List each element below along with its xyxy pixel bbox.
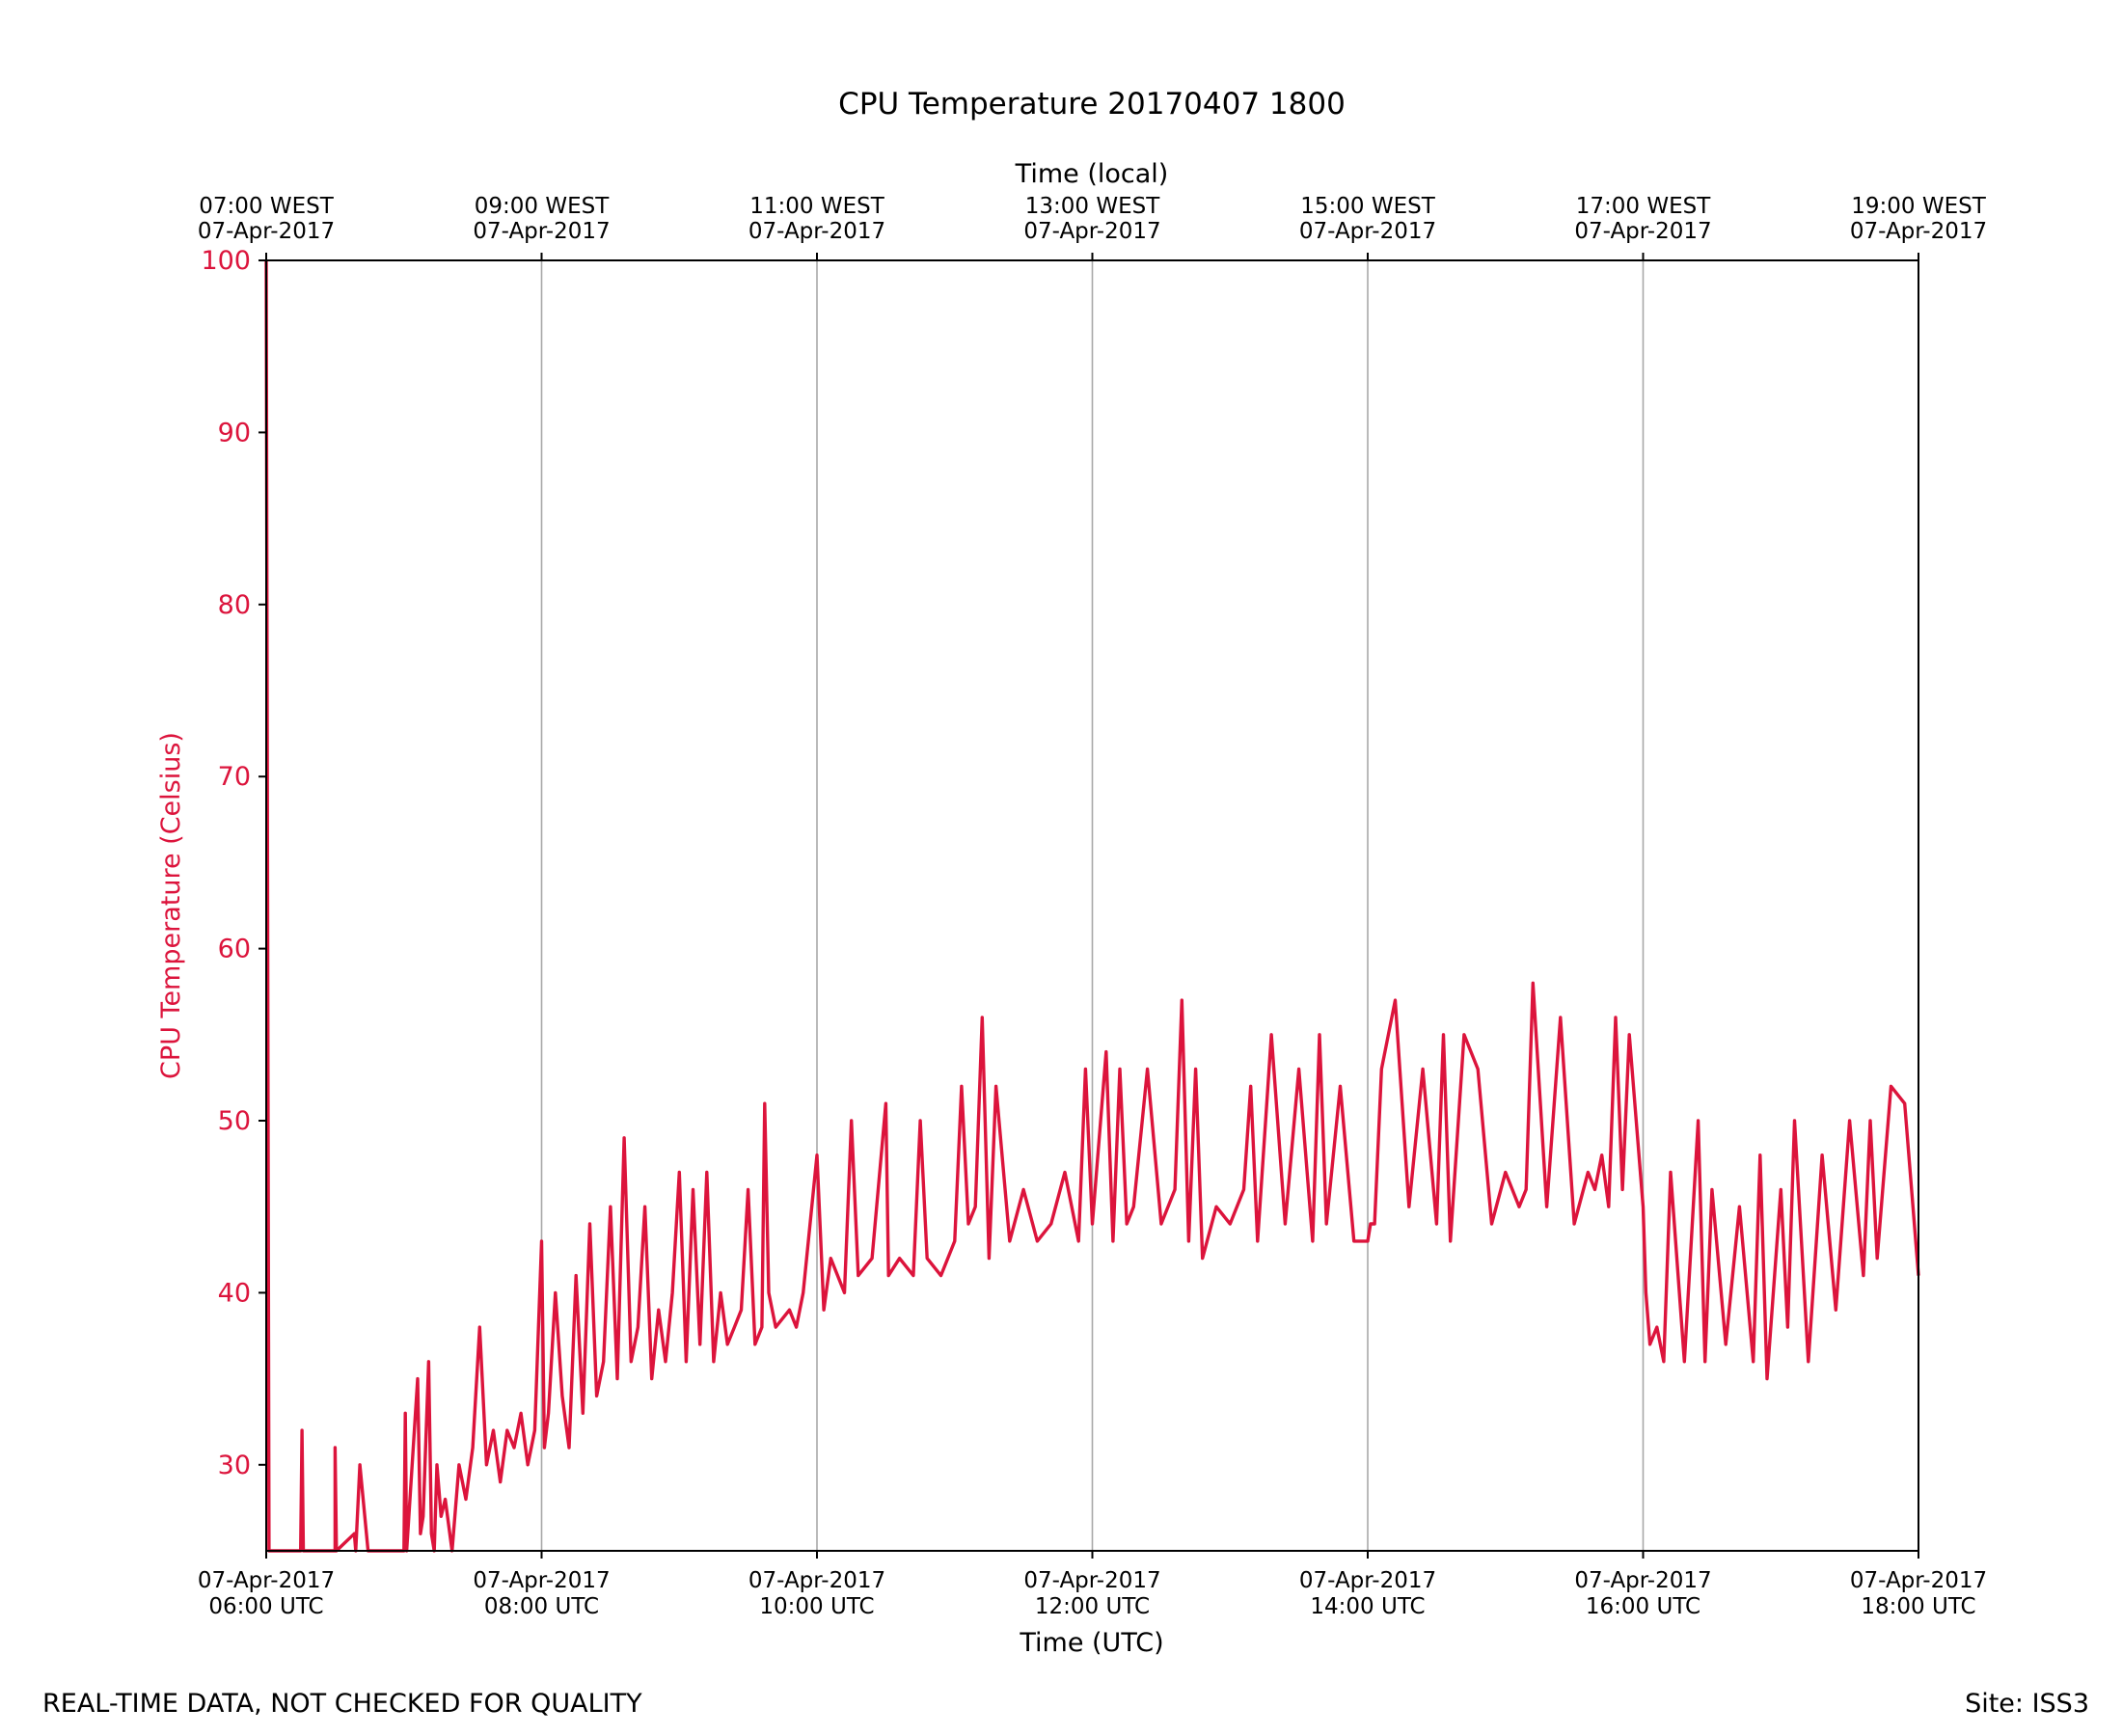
quality-note: REAL-TIME DATA, NOT CHECKED FOR QUALITY: [42, 1689, 642, 1719]
x-tick-label-bottom-time: 06:00 UTC: [208, 1594, 323, 1619]
x-tick-label-top-time: 17:00 WEST: [1576, 194, 1711, 219]
x-tick-label-bottom-date: 07-Apr-2017: [1023, 1568, 1160, 1593]
x-tick-label-bottom-time: 16:00 UTC: [1586, 1594, 1700, 1619]
x-tick-label-bottom-date: 07-Apr-2017: [198, 1568, 335, 1593]
series-line: [264, 259, 1920, 1553]
x-tick-label-bottom-time: 18:00 UTC: [1861, 1594, 1975, 1619]
x-tick-label-bottom-date: 07-Apr-2017: [1299, 1568, 1436, 1593]
x-tick-label-top-time: 09:00 WEST: [475, 194, 610, 219]
y-tick-label: 40: [218, 1278, 251, 1308]
x-tick-label-bottom-time: 10:00 UTC: [759, 1594, 874, 1619]
x-tick-label-top-time: 15:00 WEST: [1300, 194, 1435, 219]
chart-title: CPU Temperature 20170407 1800: [838, 87, 1346, 122]
y-tick-label: 100: [201, 246, 251, 276]
y-tick-label: 80: [218, 590, 251, 620]
y-axis-label: CPU Temperature (Celsius): [156, 732, 186, 1079]
y-axis: 30 40 50 60 70 80 90 100: [201, 246, 266, 1480]
x-tick-label-top-date: 07-Apr-2017: [1574, 219, 1711, 244]
x-tick-label-bottom-time: 12:00 UTC: [1035, 1594, 1150, 1619]
x-tick-label-top-date: 07-Apr-2017: [1299, 219, 1436, 244]
y-tick-label: 70: [218, 762, 251, 792]
x-tick-label-top-time: 19:00 WEST: [1851, 194, 1986, 219]
x-tick-label-top-date: 07-Apr-2017: [198, 219, 335, 244]
x-tick-label-bottom-date: 07-Apr-2017: [473, 1568, 610, 1593]
site-label: Site: ISS3: [1965, 1689, 2089, 1719]
x-tick-label-top-date: 07-Apr-2017: [748, 219, 885, 244]
x-tick-label-bottom-date: 07-Apr-2017: [1850, 1568, 1987, 1593]
x-tick-label-top-time: 07:00 WEST: [199, 194, 334, 219]
top-axis-label: Time (local): [1015, 159, 1169, 189]
x-tick-label-top-date: 07-Apr-2017: [1850, 219, 1987, 244]
y-tick-label: 50: [218, 1106, 251, 1136]
bottom-axis-label: Time (UTC): [1019, 1628, 1163, 1658]
x-tick-label-bottom-date: 07-Apr-2017: [1574, 1568, 1711, 1593]
x-tick-label-bottom-date: 07-Apr-2017: [748, 1568, 885, 1593]
x-tick-label-top-time: 13:00 WEST: [1025, 194, 1160, 219]
vertical-gridlines: [540, 260, 1645, 1551]
x-tick-label-top-time: 11:00 WEST: [749, 194, 884, 219]
y-tick-label: 60: [218, 935, 251, 964]
data-series-layer: [264, 259, 1920, 1553]
x-tick-label-bottom-time: 14:00 UTC: [1310, 1594, 1425, 1619]
x-tick-label-top-date: 07-Apr-2017: [1023, 219, 1160, 244]
x-tick-label-bottom-time: 08:00 UTC: [484, 1594, 599, 1619]
y-tick-label: 30: [218, 1451, 251, 1480]
x-tick-label-top-date: 07-Apr-2017: [473, 219, 610, 244]
y-tick-label: 90: [218, 418, 251, 448]
